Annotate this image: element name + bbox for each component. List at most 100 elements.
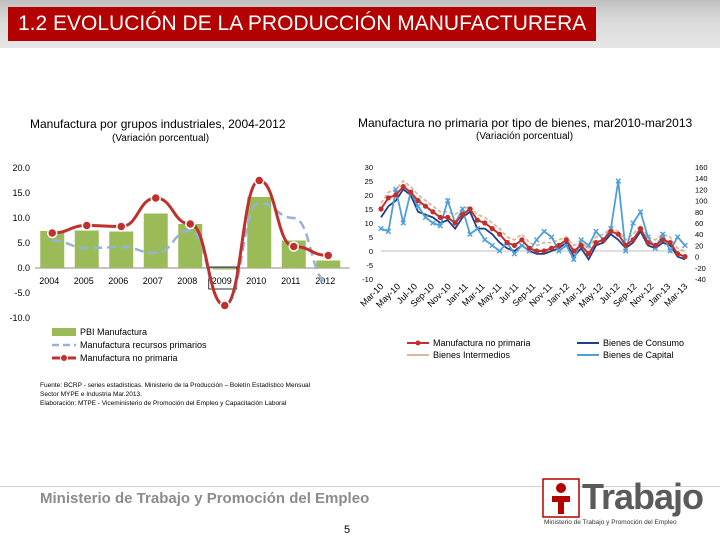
trabajo-logo: Trabajo Ministerio de Trabajo y Promoció… bbox=[540, 474, 704, 530]
marker-bienes-capital bbox=[378, 225, 384, 232]
legend-swatch-bar bbox=[52, 328, 76, 336]
marker-bienes-capital bbox=[622, 248, 629, 254]
y-left-tick-label: 30 bbox=[365, 163, 373, 172]
y-left-tick-label: -5 bbox=[366, 261, 373, 270]
marker-no-primaria bbox=[47, 227, 58, 239]
marker-bienes-capital bbox=[533, 237, 540, 243]
marker-no-primaria bbox=[556, 242, 562, 248]
y-tick-label: 20.0 bbox=[12, 163, 30, 173]
legend-marker-red bbox=[60, 354, 68, 362]
y-right-tick-label: 100 bbox=[695, 197, 708, 206]
marker-no-primaria bbox=[445, 214, 451, 220]
marker-no-primaria bbox=[452, 220, 458, 226]
legend-label: Manufactura no primaria bbox=[433, 338, 531, 348]
y-left-tick-label: 0 bbox=[369, 247, 373, 256]
marker-no-primaria bbox=[378, 206, 384, 212]
marker-no-primaria bbox=[482, 220, 488, 226]
marker-bienes-capital bbox=[400, 220, 407, 226]
right-chart-subtitle: (Variación porcentual) bbox=[476, 131, 574, 142]
y-left-tick-label: -10 bbox=[362, 275, 373, 284]
marker-no-primaria bbox=[623, 242, 629, 248]
marker-no-primaria bbox=[608, 228, 614, 234]
marker-no-primaria bbox=[430, 209, 436, 215]
bar-pbi-manufactura bbox=[247, 197, 272, 268]
marker-bienes-capital bbox=[385, 228, 392, 235]
y-tick-label: 5.0 bbox=[17, 238, 30, 248]
logo-word: Trabajo bbox=[582, 476, 704, 517]
bar-pbi-manufactura bbox=[212, 268, 237, 270]
marker-no-primaria bbox=[254, 175, 265, 186]
marker-bienes-capital bbox=[437, 223, 444, 229]
legend-marker bbox=[415, 340, 421, 346]
x-tick-label: 2006 bbox=[108, 276, 128, 286]
y-left-tick-label: 15 bbox=[365, 205, 373, 214]
y-right-tick-label: 160 bbox=[695, 163, 708, 172]
marker-no-primaria bbox=[185, 218, 196, 230]
marker-no-primaria bbox=[682, 254, 688, 260]
marker-bienes-capital bbox=[519, 242, 525, 249]
y-tick-label: -10.0 bbox=[9, 313, 30, 323]
y-left-tick-label: 20 bbox=[365, 191, 373, 200]
y-right-tick-label: 120 bbox=[695, 185, 708, 194]
legend-label: Bienes Intermedios bbox=[433, 350, 511, 360]
x-tick-label: 2012 bbox=[315, 276, 335, 286]
page-title: 1.2 EVOLUCIÓN DE LA PRODUCCIÓN MANUFACTU… bbox=[8, 7, 597, 41]
y-tick-label: 0.0 bbox=[17, 263, 30, 273]
marker-no-primaria bbox=[586, 251, 592, 257]
x-tick-label: 2007 bbox=[143, 276, 163, 286]
y-tick-label: 10.0 bbox=[12, 213, 30, 223]
marker-no-primaria bbox=[593, 240, 599, 246]
right-chart-title: Manufactura no primaria por tipo de bien… bbox=[358, 116, 693, 130]
marker-bienes-capital bbox=[637, 209, 644, 215]
marker-bienes-capital bbox=[415, 203, 421, 209]
y-right-tick-label: -20 bbox=[695, 264, 706, 273]
source-line-3: Elaboración: MTPE - Viceministerio de Pr… bbox=[40, 400, 287, 407]
y-right-tick-label: 80 bbox=[695, 208, 703, 217]
right-chart: 30 25 20 15 10 5 0 -5 -10 160 140 120 100 80 60 40 20 0 -2… bbox=[358, 163, 708, 360]
left-chart-subtitle: (Variación porcentual) bbox=[112, 133, 210, 144]
marker-no-primaria bbox=[504, 240, 510, 246]
marker-no-primaria bbox=[150, 192, 161, 204]
marker-bienes-capital bbox=[674, 234, 681, 240]
y-right-tick-label: 60 bbox=[695, 219, 703, 228]
marker-no-primaria bbox=[526, 245, 532, 251]
bar-pbi-manufactura bbox=[109, 231, 134, 268]
marker-no-primaria bbox=[667, 240, 673, 246]
x-tick-label: 2011 bbox=[281, 276, 300, 286]
marker-bienes-capital bbox=[482, 237, 488, 243]
marker-bienes-capital bbox=[459, 206, 466, 212]
marker-no-primaria bbox=[474, 217, 480, 223]
marker-bienes-capital bbox=[659, 231, 666, 237]
legend-label: Manufactura recursos primarios bbox=[80, 340, 207, 350]
x-tick-label: 2010 bbox=[246, 276, 266, 286]
marker-bienes-capital bbox=[570, 256, 577, 263]
y-tick-label: 15.0 bbox=[12, 188, 30, 198]
marker-no-primaria bbox=[548, 245, 555, 251]
bar-pbi-manufactura bbox=[316, 260, 341, 268]
trabajo-emblem-icon bbox=[542, 478, 580, 518]
page-number: 5 bbox=[344, 524, 351, 536]
marker-bienes-capital bbox=[578, 237, 584, 243]
marker-no-primaria bbox=[288, 241, 299, 252]
marker-no-primaria bbox=[571, 248, 577, 254]
x-tick-label: 2008 bbox=[177, 276, 197, 286]
marker-bienes-capital bbox=[430, 220, 436, 226]
marker-no-primaria bbox=[534, 248, 540, 254]
marker-bienes-capital bbox=[467, 231, 473, 237]
y-left-tick-label: 25 bbox=[365, 177, 373, 186]
marker-bienes-capital bbox=[422, 214, 429, 221]
marker-no-primaria bbox=[467, 206, 473, 212]
legend-label: Manufactura no primaria bbox=[80, 353, 178, 363]
marker-bienes-capital bbox=[393, 186, 399, 193]
marker-no-primaria bbox=[437, 214, 443, 220]
marker-no-primaria bbox=[393, 192, 399, 198]
marker-no-primaria bbox=[563, 237, 569, 243]
left-chart-title: Manufactura por grupos industriales, 200… bbox=[30, 117, 286, 131]
marker-no-primaria bbox=[422, 203, 429, 209]
marker-no-primaria bbox=[219, 300, 230, 311]
marker-bienes-capital bbox=[444, 197, 451, 204]
y-right-tick-label: 40 bbox=[695, 230, 703, 239]
y-left-tick-label: 5 bbox=[369, 233, 373, 242]
x-tick-label: 2009 bbox=[212, 276, 232, 286]
marker-no-primaria bbox=[408, 189, 414, 195]
